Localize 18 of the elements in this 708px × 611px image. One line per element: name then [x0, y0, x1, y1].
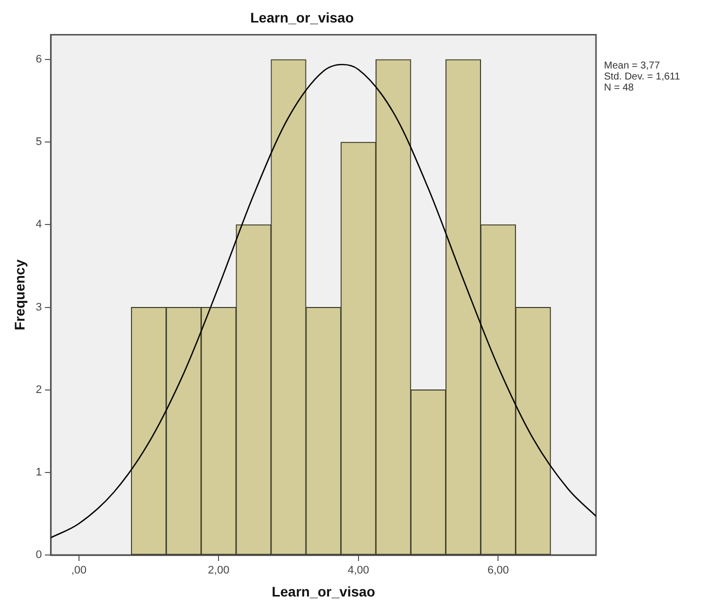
x-tick-label: 4,00: [348, 564, 370, 577]
y-tick-label: 0: [36, 549, 42, 562]
y-tick-label: 3: [36, 301, 42, 314]
y-tick-label: 5: [36, 136, 42, 148]
y-axis-title: Frequency: [11, 259, 28, 330]
text: N = 48: [604, 82, 634, 94]
chart-title: Learn_or_visao: [250, 9, 354, 26]
y-tick-label: 4: [36, 218, 42, 231]
x-tick-label: ,00: [71, 564, 87, 577]
x-tick-label: 6,00: [487, 564, 509, 577]
y-tick-label: 1: [36, 466, 42, 478]
y-tick-label: 2: [36, 384, 42, 396]
line-series: [50, 64, 596, 538]
x-tick-label: 2,00: [208, 564, 230, 577]
y-tick-label: 6: [36, 54, 42, 66]
text: Std. Dev. = 1,611: [604, 72, 681, 83]
x-axis-title: Learn_or_visao: [272, 583, 376, 600]
text: Mean = 3,77: [604, 60, 660, 72]
